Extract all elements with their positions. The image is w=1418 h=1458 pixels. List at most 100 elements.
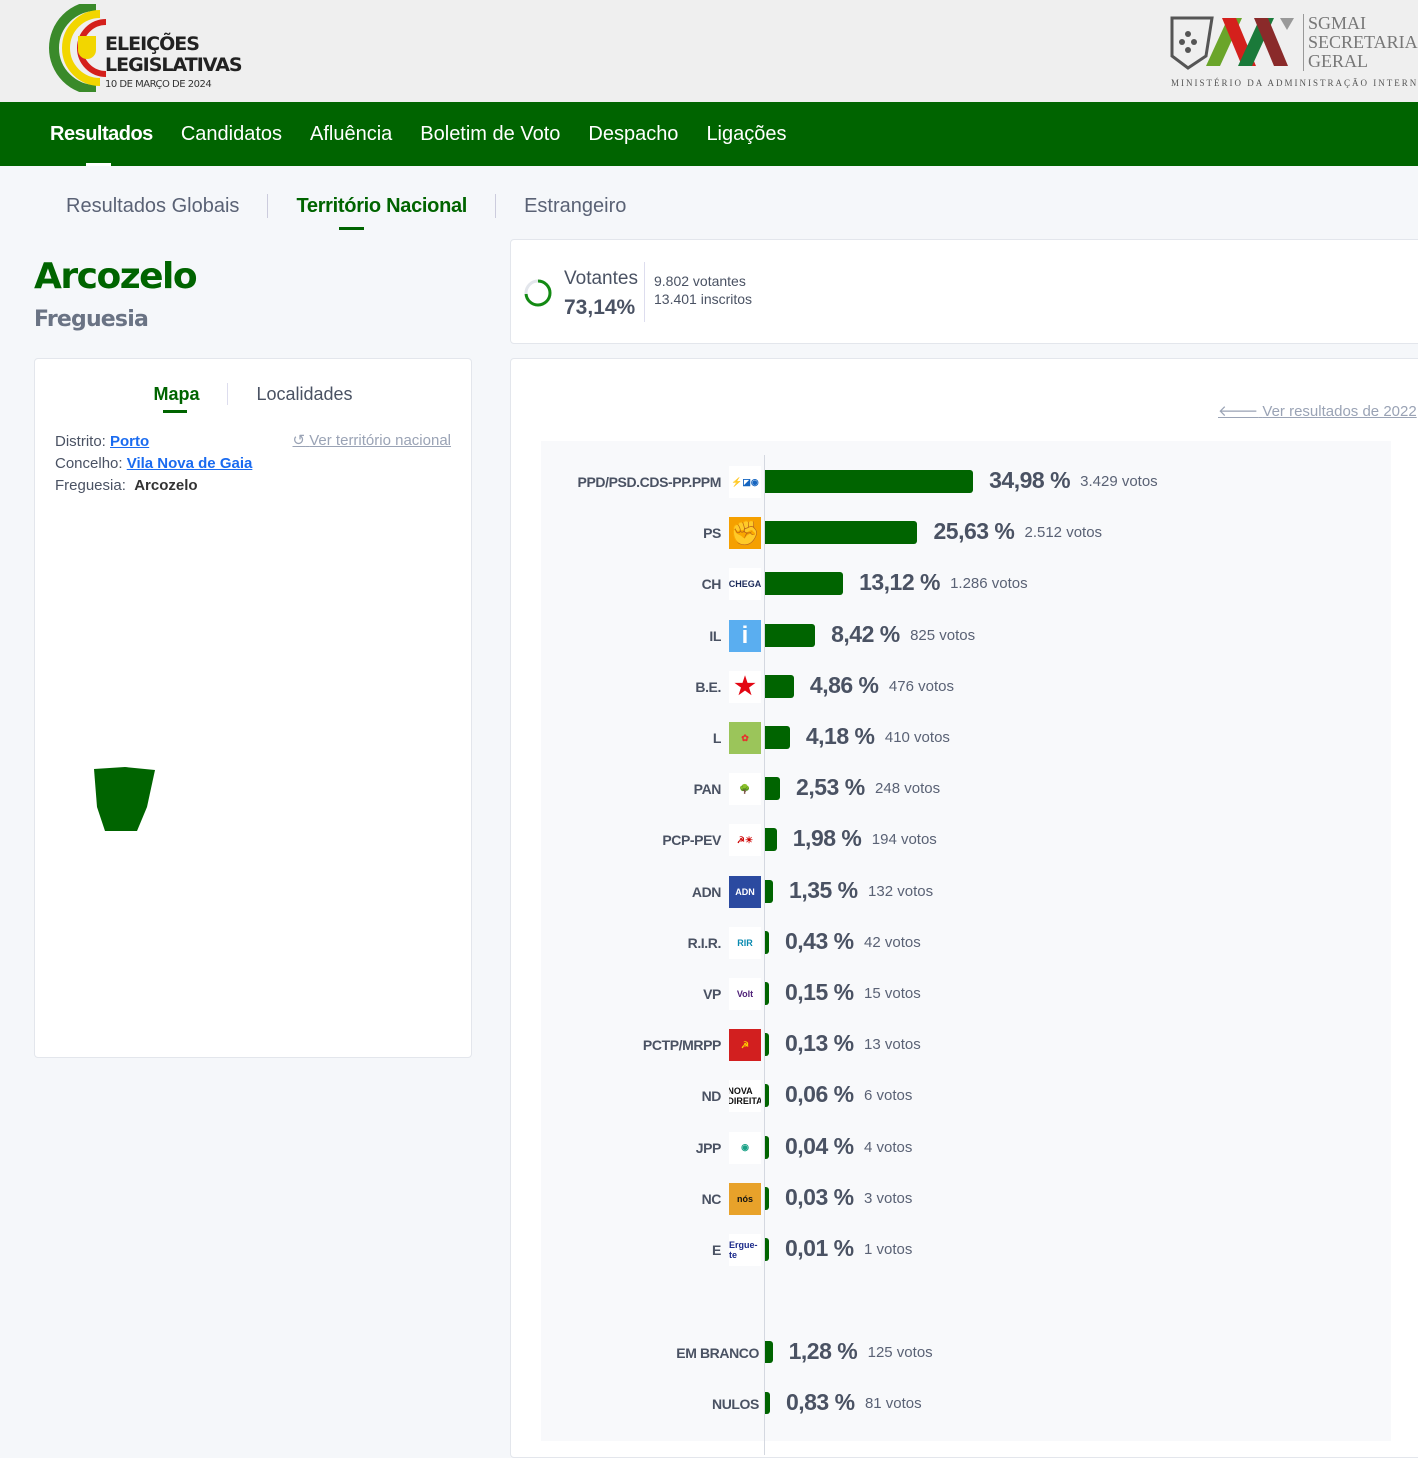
party-logo-icon: ◉ [729,1131,761,1164]
percent-label: 0,01 % [785,1235,854,1261]
votes-label: 2.512 votos [1024,524,1103,542]
percent-label: 8,42 % [831,620,900,647]
percent-label: 0,83 % [785,1389,855,1416]
party-logo-icon: ⚡◪◉ [729,466,761,498]
party-logo-icon: ADN [729,875,761,908]
party-label: JPP [695,1139,722,1156]
result-row: IL i 8,42 % 825 votos [541,619,1391,653]
turnout-label: Votantes [564,268,638,289]
logo-arcs-icon [49,1,107,95]
ver-resultados-2022-link[interactable]: 🡐 Ver resultados de 2022 [1218,403,1417,420]
result-row: CH CHEGA 13,12 % 1.286 votos [541,567,1391,601]
result-row: B.E. ★ 4,86 % 476 votos [541,670,1391,704]
results-chart: PPD/PSD.CDS-PP.PPM ⚡◪◉ 34,98 % 3.429 votos P… [541,441,1391,1455]
result-bar[interactable] [765,674,794,698]
party-label: PPD/PSD.CDS-PP.PPM [577,474,722,490]
votes-label: 42 votos [864,933,921,951]
result-bar[interactable] [765,828,777,852]
party-label: CH [701,576,722,593]
tab-mapa[interactable]: Mapa [125,383,229,413]
logo-date: 10 DE MARÇO DE 2024 [105,79,212,90]
elections-logo[interactable]: ELEIÇÕES LEGISLATIVAS 10 DE MARÇO DE 2024 [46,1,243,95]
nav-afluencia[interactable]: Afluência [310,123,393,145]
party-logo-icon: ☭☀ [729,824,761,857]
tab-localidades[interactable]: Localidades [256,384,353,404]
percent-label: 1,35 % [789,876,858,903]
result-bar[interactable] [765,879,774,903]
result-bar[interactable] [765,777,781,801]
result-bar[interactable] [765,572,844,596]
votes-label: 825 votos [910,626,976,644]
percent-label: 0,43 % [785,927,854,954]
result-bar[interactable] [765,470,974,493]
votes-label: 1.286 votos [950,575,1028,593]
votantes-count: 9.802 votantes [654,273,746,289]
result-row: R.I.R. RIR 0,43 % 42 votos [541,926,1391,960]
nav-despacho[interactable]: Despacho [588,123,679,145]
result-bar[interactable] [765,726,790,749]
result-row: EM BRANCO 1,28 % 125 votos [541,1336,1391,1370]
tab-resultados-globais[interactable]: Resultados Globais [38,194,269,218]
result-row: JPP ◉ 0,04 % 4 votos [541,1131,1391,1165]
result-bar[interactable] [765,1341,773,1363]
result-bar[interactable] [765,1392,770,1415]
result-row: PCP-PEV ☭☀ 1,98 % 194 votos [541,823,1391,857]
result-bar[interactable] [765,982,769,1005]
party-logo-icon: ☭ [729,1029,761,1062]
votes-label: 3 votos [864,1189,913,1207]
result-bar[interactable] [765,521,918,545]
result-bar[interactable] [765,1186,769,1210]
turnout-card: Votantes 73,14% 9.802 votantes 13.401 in… [510,239,1418,344]
nav-resultados[interactable]: Resultados [36,102,167,166]
logo-title: ELEIÇÕES LEGISLATIVAS [105,33,243,76]
distrito-label: Distrito: [55,433,106,450]
party-logo-icon: i [729,619,761,652]
votes-label: 15 votos [864,985,921,1002]
percent-label: 0,06 % [785,1081,854,1108]
result-row: NULOS 0,83 % 81 votos [541,1387,1391,1421]
party-label: PCP-PEV [662,832,721,849]
party-logo-icon: CHEGA [729,568,761,601]
percent-label: 4,18 % [805,723,875,749]
votes-label: 81 votos [864,1395,922,1413]
concelho-link[interactable]: Vila Nova de Gaia [126,455,253,472]
result-row: PCTP/MRPP ☭ 0,13 % 13 votos [541,1028,1391,1062]
result-bar[interactable] [765,1033,769,1057]
votes-label: 3.429 votos [1080,473,1158,490]
party-logo-icon: NOVA DIREITA [729,1080,761,1113]
result-row: ND NOVA DIREITA 0,06 % 6 votos [541,1079,1391,1113]
result-row: ADN ADN 1,35 % 132 votos [541,875,1391,909]
freguesia-value: Arcozelo [134,477,198,494]
tab-territorio-nacional[interactable]: Território Nacional [268,194,497,230]
reset-map-link[interactable]: ↺ Ver território nacional [292,432,452,449]
distrito-link[interactable]: Porto [110,433,150,450]
result-bar[interactable] [765,623,816,647]
result-bar[interactable] [765,1084,769,1108]
percent-label: 1,98 % [792,825,862,852]
result-row: NC nós 0,03 % 3 votos [541,1182,1391,1216]
party-label: ADN [691,883,722,900]
tab-estrangeiro[interactable]: Estrangeiro [524,195,627,217]
top-header: ELEIÇÕES LEGISLATIVAS 10 DE MARÇO DE 2024… [0,0,1418,102]
party-label: B.E. [695,678,721,695]
nav-candidatos[interactable]: Candidatos [180,123,282,145]
votes-label: 4 votos [864,1138,913,1156]
party-label: PAN [693,781,722,798]
party-label: ND [701,1088,722,1105]
result-bar[interactable] [765,1238,769,1261]
nav-ligacoes[interactable]: Ligações [706,123,787,145]
sgmai-text: SGMAI SECRETARIA GERAL [1303,14,1418,71]
nav-boletim[interactable]: Boletim de Voto [420,123,561,145]
arrow-left-icon: 🡐 [1218,403,1259,420]
location-info: Distrito: Porto Concelho: Vila Nova de G… [55,431,252,497]
result-row: VP Volt 0,15 % 15 votos [541,977,1391,1011]
result-row: PPD/PSD.CDS-PP.PPM ⚡◪◉ 34,98 % 3.429 votos [541,465,1391,499]
freguesia-map-shape[interactable] [91,767,157,833]
party-logo-icon: ✿ [729,722,761,754]
map-panel: Mapa Localidades Distrito: Porto Concelh… [34,358,472,1058]
party-logo-icon: ✊ [729,517,761,550]
result-row: E Ergue-te 0,01 % 1 votos [541,1233,1391,1267]
result-bar[interactable] [765,1135,769,1159]
result-bar[interactable] [765,930,769,954]
sgmai-logo[interactable]: SGMAI SECRETARIA GERAL MINISTÉRIO DA ADMIN… [1170,14,1418,94]
